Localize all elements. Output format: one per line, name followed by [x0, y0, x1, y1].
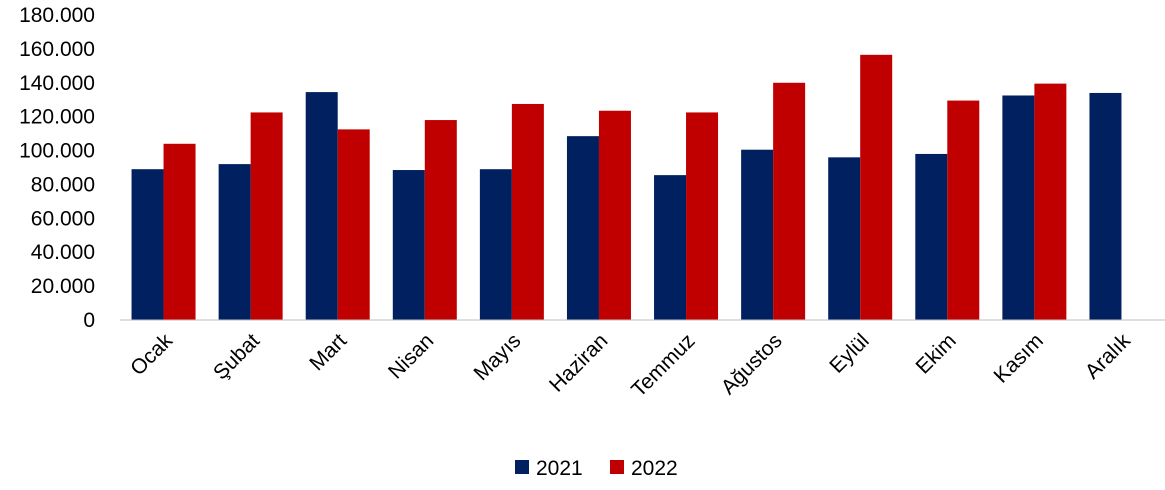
bar-2021-2 — [305, 92, 338, 320]
y-tick-label: 120.000 — [19, 106, 95, 129]
legend-label: 2022 — [631, 457, 678, 480]
bar-2021-4 — [479, 169, 512, 320]
x-tick-label: Ekim — [912, 329, 961, 378]
legend-label: 2021 — [536, 457, 583, 480]
x-tick-label: Haziran — [545, 329, 612, 396]
x-tick-label: Kasım — [990, 329, 1048, 387]
y-tick-label: 80.000 — [31, 173, 95, 196]
bar-2022-3 — [424, 120, 457, 320]
legend-swatch-2021 — [515, 460, 529, 474]
bar-2021-3 — [392, 170, 425, 320]
y-tick-label: 40.000 — [31, 241, 95, 264]
x-tick-label: Aralık — [1081, 329, 1136, 384]
bar-2022-7 — [773, 82, 806, 321]
y-tick-label: 140.000 — [19, 72, 95, 95]
x-axis-ticks: Ocak Şubat Mart Nisan Mayıs Haziran Temmuz Ağus… — [126, 329, 1135, 402]
bar-2022-9 — [947, 100, 980, 320]
bar-2021-9 — [915, 153, 948, 320]
bar-2021-11 — [1089, 92, 1122, 320]
x-tick-label: Nisan — [384, 329, 438, 383]
x-tick-label: Şubat — [209, 329, 264, 384]
bar-2022-2 — [337, 129, 370, 320]
y-tick-label: 20.000 — [31, 275, 95, 298]
x-tick-label: Mayıs — [470, 329, 526, 385]
bar-2021-1 — [218, 164, 251, 320]
bar-2022-0 — [163, 143, 196, 320]
bar-2021-10 — [1002, 95, 1035, 320]
legend: 2021 2022 — [515, 457, 678, 480]
y-tick-label: 60.000 — [31, 207, 95, 230]
y-tick-label: 100.000 — [19, 140, 95, 163]
bars-group — [131, 54, 1122, 321]
x-tick-label: Mart — [305, 329, 351, 375]
bar-2022-4 — [511, 103, 544, 320]
legend-swatch-2022 — [610, 460, 624, 474]
bar-2022-5 — [598, 110, 631, 320]
bar-2021-6 — [654, 175, 687, 320]
y-tick-label: 180.000 — [19, 4, 95, 27]
y-tick-label: 160.000 — [19, 38, 95, 61]
x-tick-label: Ağustos — [717, 329, 787, 399]
bar-2022-1 — [250, 112, 283, 320]
bar-2021-5 — [566, 136, 599, 320]
bar-2021-7 — [741, 149, 774, 320]
x-tick-label: Temmuz — [627, 329, 699, 401]
bar-2022-8 — [860, 54, 893, 320]
x-tick-label: Ocak — [126, 329, 177, 380]
bar-2022-6 — [686, 112, 719, 320]
bar-2022-10 — [1034, 83, 1067, 320]
y-axis-ticks: 0 20.000 40.000 60.000 80.000 100.000 120.000 1… — [19, 4, 95, 332]
bar-2021-8 — [828, 157, 861, 320]
y-tick-label: 0 — [83, 309, 95, 332]
x-tick-label: Eylül — [825, 329, 873, 377]
bar-2021-0 — [131, 169, 164, 320]
